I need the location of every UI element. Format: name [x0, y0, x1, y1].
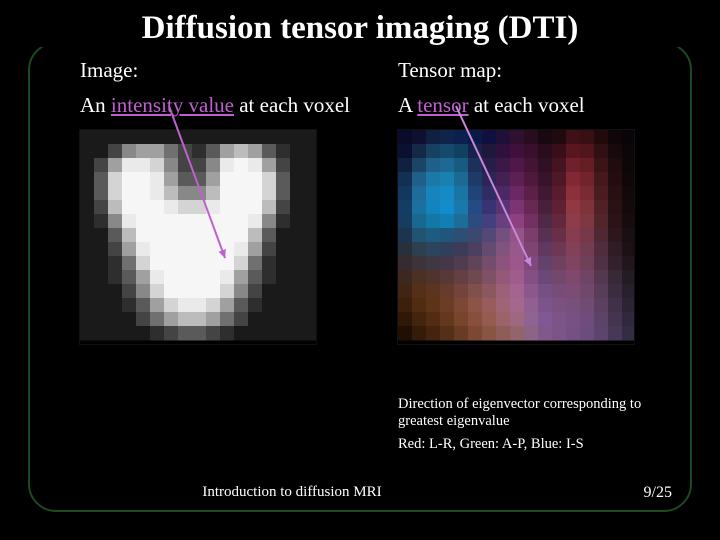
slide: Diffusion tensor imaging (DTI) Image: An…: [0, 0, 720, 540]
right-label: Tensor map:: [398, 58, 698, 83]
caption-eigenvector: Direction of eigenvector corresponding t…: [398, 396, 678, 431]
left-label: Image:: [80, 58, 380, 83]
right-desc: A tensor at each voxel: [398, 93, 698, 118]
right-desc-highlight: tensor: [417, 93, 468, 117]
intensity-image: [80, 130, 316, 344]
right-column: Tensor map: A tensor at each voxel: [398, 58, 698, 344]
left-desc-post: at each voxel: [234, 93, 350, 117]
left-column: Image: An intensity value at each voxel: [80, 58, 380, 344]
tensor-image: [398, 130, 634, 344]
right-desc-post: at each voxel: [469, 93, 585, 117]
caption-colorcode: Red: L-R, Green: A-P, Blue: I-S: [398, 436, 678, 453]
page-number: 9/25: [644, 484, 672, 502]
right-desc-pre: A: [398, 93, 417, 117]
left-desc: An intensity value at each voxel: [80, 93, 380, 118]
left-desc-pre: An: [80, 93, 111, 117]
left-desc-highlight: intensity value: [111, 93, 234, 117]
footer-text: Introduction to diffusion MRI: [162, 484, 422, 501]
slide-title: Diffusion tensor imaging (DTI): [0, 10, 720, 47]
